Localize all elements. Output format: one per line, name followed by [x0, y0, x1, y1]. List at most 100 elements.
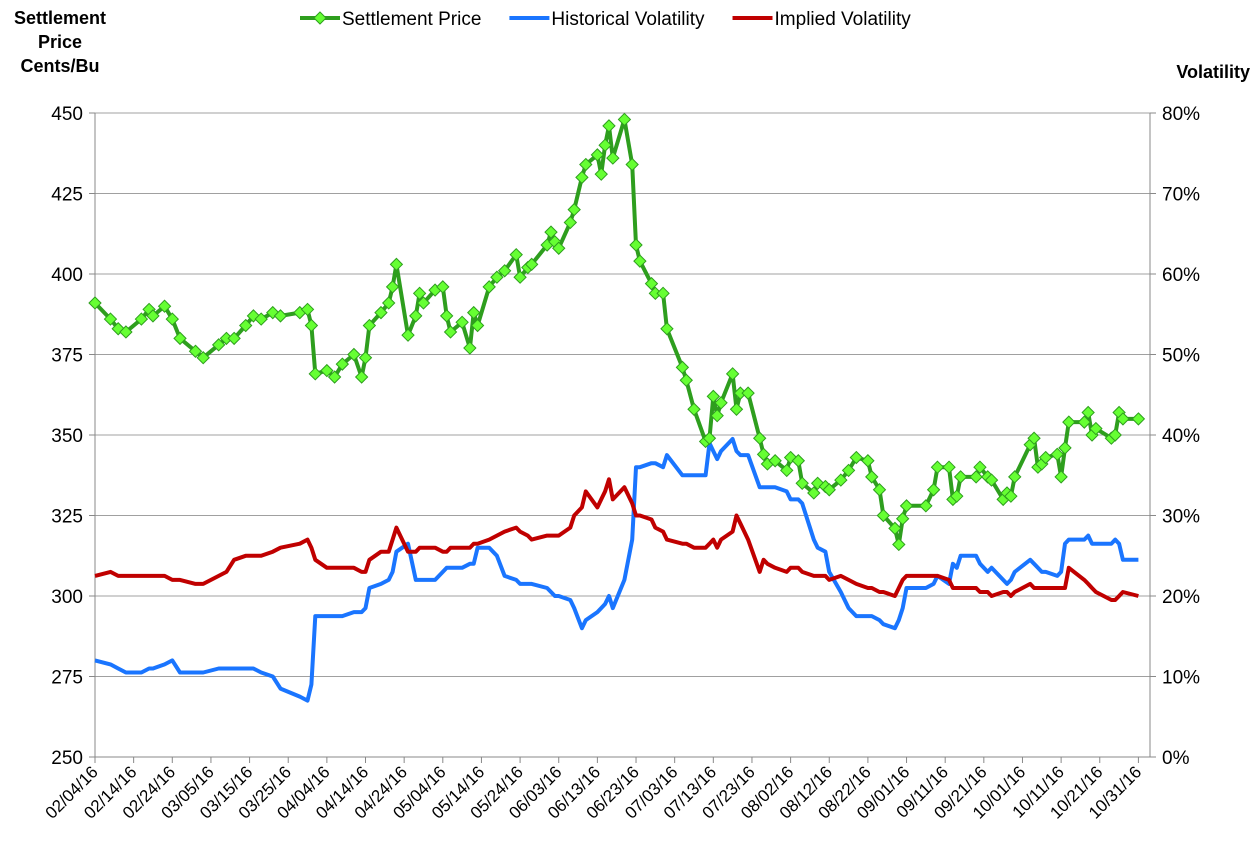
point-marker	[308, 367, 322, 381]
point-marker	[211, 338, 226, 352]
point-marker	[165, 312, 179, 326]
point-marker	[320, 363, 334, 378]
point-marker	[1054, 470, 1068, 484]
point-marker	[409, 309, 423, 323]
point-marker	[849, 450, 864, 465]
point-marker	[470, 318, 485, 333]
y2-tick-label: 20%	[1162, 587, 1200, 608]
point-marker	[679, 373, 693, 387]
y-tick-label: 300	[51, 587, 83, 608]
point-marker	[1027, 431, 1041, 445]
point-marker	[930, 460, 945, 474]
point-marker	[625, 157, 639, 172]
point-marker	[594, 167, 608, 181]
legend-marker	[313, 11, 327, 25]
y2-tick-label: 10%	[1162, 668, 1200, 689]
point-marker	[490, 270, 504, 284]
point-marker	[872, 483, 887, 497]
y-tick-label: 325	[51, 507, 83, 528]
point-marker	[741, 386, 755, 400]
point-marker	[173, 331, 187, 346]
legend-label: Historical Volatility	[551, 9, 705, 30]
series-line	[94, 437, 1139, 703]
point-marker	[675, 360, 690, 375]
point-marker	[810, 476, 825, 491]
point-marker	[876, 508, 891, 523]
point-marker	[822, 483, 836, 497]
y2-axis-title: Volatility	[1176, 62, 1250, 82]
point-marker	[436, 280, 450, 294]
point-marker	[756, 447, 771, 462]
point-marker	[347, 347, 361, 362]
point-marker	[567, 202, 581, 217]
point-marker	[841, 463, 856, 478]
point-marker	[146, 309, 160, 323]
point-marker	[617, 112, 632, 127]
point-marker	[950, 489, 964, 503]
point-marker	[1038, 450, 1053, 465]
point-marker	[188, 344, 203, 358]
y2-tick-label: 70%	[1162, 185, 1200, 206]
point-marker	[119, 325, 133, 339]
point-marker	[304, 318, 319, 333]
legend: Settlement Price Historical Volatility Imp…	[300, 9, 911, 30]
point-marker	[1062, 415, 1076, 429]
legend-label: Implied Volatility	[775, 9, 912, 30]
point-marker	[656, 286, 670, 301]
point-marker	[401, 328, 415, 342]
point-marker	[273, 309, 288, 323]
point-marker	[300, 302, 315, 317]
point-marker	[1058, 441, 1072, 455]
point-marker	[795, 476, 809, 491]
point-marker	[590, 148, 605, 162]
y2-tick-label: 60%	[1162, 265, 1200, 286]
point-marker	[266, 305, 280, 320]
point-marker	[984, 473, 999, 487]
point-marker	[563, 215, 578, 230]
point-marker	[752, 431, 767, 445]
y2-tick-label: 80%	[1162, 104, 1200, 125]
point-marker	[702, 431, 717, 445]
point-marker	[899, 499, 914, 513]
y-axis-title: Settlement Price Cents/Bu	[13, 8, 107, 76]
point-marker	[598, 138, 612, 152]
point-marker	[1077, 415, 1092, 429]
point-marker	[660, 322, 674, 336]
point-marker	[389, 257, 404, 272]
point-marker	[227, 331, 241, 346]
y-tick-label: 400	[51, 265, 83, 286]
point-marker	[895, 512, 910, 526]
point-marker	[644, 276, 659, 291]
y-tick-label: 275	[51, 668, 83, 689]
point-marker	[362, 318, 377, 333]
point-marker	[1008, 470, 1022, 484]
point-marker	[524, 257, 539, 272]
point-marker	[88, 296, 102, 310]
point-marker	[354, 370, 369, 384]
point-marker	[239, 318, 253, 333]
point-marker	[497, 264, 512, 278]
point-marker	[953, 470, 968, 484]
point-marker	[687, 402, 701, 416]
y-tick-label: 375	[51, 346, 83, 367]
point-marker	[455, 315, 469, 330]
point-marker	[1131, 412, 1146, 426]
point-marker	[327, 370, 342, 384]
point-marker	[861, 454, 875, 468]
y2-tick-label: 50%	[1162, 346, 1200, 367]
point-marker	[969, 470, 983, 484]
point-marker	[606, 151, 620, 165]
point-marker	[134, 312, 149, 326]
point-marker	[552, 241, 566, 255]
point-marker	[834, 473, 848, 487]
point-marker	[919, 499, 933, 513]
point-marker	[111, 322, 125, 336]
point-marker	[544, 225, 558, 239]
point-marker	[157, 299, 172, 313]
point-marker	[729, 402, 744, 416]
y2-tick-label: 0%	[1162, 748, 1190, 769]
point-marker	[467, 305, 481, 320]
point-marker	[358, 351, 373, 365]
point-marker	[780, 463, 794, 478]
